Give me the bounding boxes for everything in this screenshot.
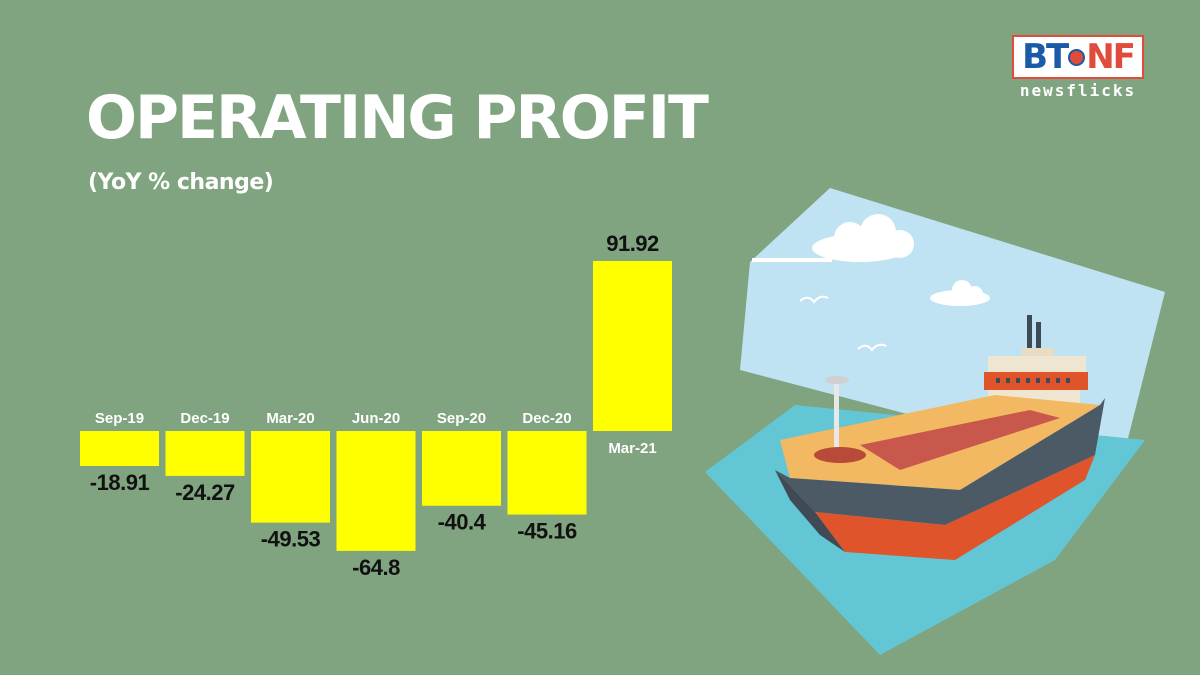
bar-chart: Sep-19 -18.91 Dec-19 -24.27 Mar-20 -49.53 Jun-… <box>80 231 672 580</box>
ship-illustration <box>705 188 1165 655</box>
bar-sep-20 <box>422 431 501 506</box>
cargo-hatch-area <box>860 410 1060 470</box>
value-label-mar-20: -49.53 <box>261 527 321 552</box>
logo-box: BT NF <box>1012 35 1144 79</box>
value-label-dec-19: -24.27 <box>175 480 235 505</box>
cloud-small <box>930 280 990 306</box>
category-label-dec-20: Dec-20 <box>522 410 571 427</box>
value-label-jun-20: -64.8 <box>352 555 400 580</box>
bar-sep-19 <box>80 431 159 466</box>
btnf-logo: BT NF newsflicks <box>1012 35 1144 100</box>
chart-title: OPERATING PROFIT <box>86 83 709 153</box>
logo-tagline: newsflicks <box>1019 81 1137 100</box>
logo-bt: BT <box>1022 37 1069 77</box>
bar-mar-20 <box>251 431 330 523</box>
category-label-jun-20: Jun-20 <box>352 410 400 427</box>
value-label-sep-19: -18.91 <box>90 470 150 495</box>
bird-1 <box>799 295 829 304</box>
chart-subtitle: (YoY % change) <box>88 170 274 195</box>
hull-bow <box>775 470 845 552</box>
category-label-sep-19: Sep-19 <box>95 410 144 427</box>
value-label-mar-21: 91.92 <box>606 231 659 256</box>
category-label-sep-20: Sep-20 <box>437 410 486 427</box>
hull-lower <box>815 455 1095 560</box>
bar-jun-20 <box>336 431 416 551</box>
category-label-mar-20: Mar-20 <box>266 410 314 427</box>
category-label-mar-21: Mar-21 <box>608 440 656 457</box>
logo-globe-icon <box>1068 48 1086 66</box>
bar-mar-21 <box>593 260 672 431</box>
cloud-large <box>752 214 914 262</box>
bar-dec-19 <box>165 431 245 476</box>
category-label-dec-19: Dec-19 <box>180 410 229 427</box>
bird-2 <box>857 343 887 352</box>
value-label-dec-20: -45.16 <box>517 519 577 544</box>
bar-dec-20 <box>507 431 587 515</box>
logo-nf: NF <box>1086 37 1136 77</box>
hull-upper <box>775 398 1105 525</box>
mast <box>814 376 866 463</box>
value-label-sep-20: -40.4 <box>438 510 487 535</box>
